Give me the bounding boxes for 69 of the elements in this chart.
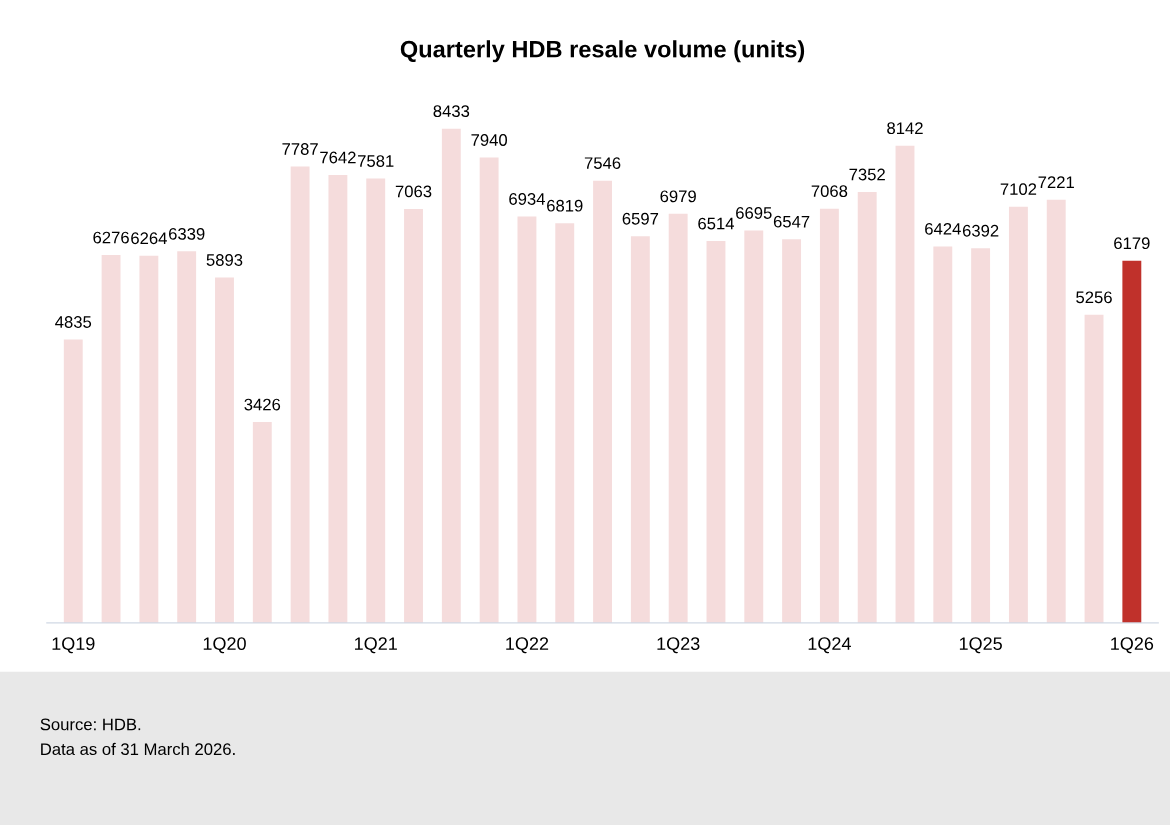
bar (895, 145, 915, 623)
data-label: 4835 (55, 316, 92, 328)
bar (819, 208, 839, 623)
bar (215, 277, 234, 623)
data-label: 6392 (962, 224, 999, 237)
data-label: 6514 (698, 217, 735, 230)
bar (517, 216, 537, 623)
data-label: 6276 (93, 231, 129, 244)
data-label: 7068 (811, 185, 848, 198)
bar (1084, 314, 1104, 623)
data-label: 6819 (547, 199, 583, 212)
bar (630, 236, 650, 623)
bar (555, 223, 575, 623)
bar (593, 180, 612, 623)
bar (706, 241, 726, 623)
bar (933, 246, 953, 623)
bar (479, 157, 499, 623)
data-label: 7787 (282, 143, 318, 155)
data-label: 3426 (244, 398, 281, 411)
data-label: 6934 (509, 193, 545, 205)
text: Data as of 31 March 2026. (41, 742, 235, 756)
data-label: 5893 (206, 254, 243, 266)
bar (971, 248, 991, 623)
data-label: 7063 (395, 185, 432, 198)
x-tick-label: 1Q25 (959, 637, 1002, 654)
data-label: 6547 (773, 215, 810, 228)
bar (177, 251, 197, 623)
data-label: 6339 (168, 227, 205, 240)
data-label: 8433 (433, 105, 470, 118)
x-tick-label: 1Q26 (1111, 637, 1154, 654)
data-label: 7352 (849, 168, 885, 181)
bar (290, 166, 310, 623)
x-tick-label: 1Q21 (355, 637, 397, 654)
bar (328, 175, 348, 623)
bar (857, 192, 877, 623)
x-tick-label: 1Q23 (657, 637, 700, 654)
chart-title: Quarterly HDB resale volume (units) (400, 40, 805, 63)
bar (1008, 206, 1028, 623)
bar (782, 239, 802, 623)
data-label: 6597 (622, 212, 659, 225)
bar (744, 230, 764, 623)
data-label: 6179 (1114, 237, 1150, 250)
data-label: 8142 (887, 122, 923, 135)
bar (101, 255, 121, 623)
data-label: 7546 (584, 157, 621, 170)
data-label: 7221 (1038, 176, 1074, 188)
data-label: 7581 (358, 155, 394, 167)
data-label: 7940 (471, 134, 508, 146)
data-label: 7642 (320, 151, 356, 164)
data-label: 6424 (925, 222, 961, 235)
bar (668, 213, 688, 623)
bar (63, 339, 83, 623)
data-label: 7102 (1000, 183, 1037, 196)
source-note: Source: HDB. (40, 718, 141, 731)
bar (1046, 199, 1066, 623)
bar (404, 208, 423, 623)
data-label: 5256 (1076, 291, 1112, 304)
bar (1122, 260, 1142, 623)
x-tick-label: 1Q20 (203, 637, 246, 654)
bar (441, 128, 461, 623)
x-tick-label: 1Q24 (808, 637, 851, 654)
data-label: 6695 (736, 207, 772, 219)
bar (252, 422, 272, 623)
data-label: 6264 (131, 232, 167, 245)
bar (366, 178, 386, 623)
bar (139, 255, 159, 623)
x-tick-label: 1Q19 (52, 637, 95, 654)
data-label: 6979 (660, 190, 696, 203)
x-tick-label: 1Q22 (506, 637, 549, 654)
